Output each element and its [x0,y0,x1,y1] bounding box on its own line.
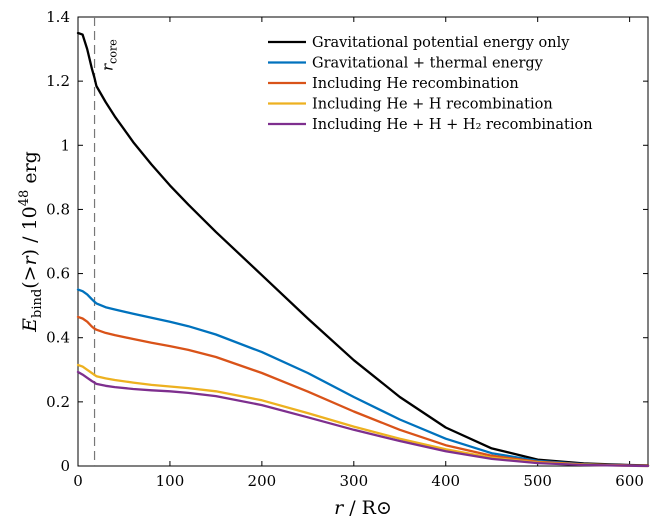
series-line-1 [76,31,650,467]
y-tick-label: 1 [60,136,70,154]
legend-label-1: Gravitational potential energy only [312,35,570,51]
x-tick-label: 0 [73,472,83,490]
plot-frame [77,16,649,467]
y-axis-label: Ebind(>r) / 1048 erg [17,151,45,333]
legend-label-3: Including He recombination [312,76,519,92]
x-tick-label: 300 [339,472,368,490]
legend-label-5: Including He + H + H₂ recombination [312,117,593,133]
series-line-2 [76,288,650,467]
x-tick-label: 400 [431,472,460,490]
series-line-5 [76,370,650,468]
y-tick-label: 1.2 [46,72,70,90]
y-tick-label: 0.4 [46,329,70,347]
legend-label-2: Gravitational + thermal energy [312,56,544,72]
series-line-3 [76,315,650,467]
y-tick-label: 0.8 [46,200,70,218]
y-tick-label: 0.2 [46,393,70,411]
y-tick-label: 0.6 [46,265,70,283]
x-tick-label: 100 [156,472,185,490]
y-tick-label: 0 [60,457,70,475]
legend-label-4: Including He + H recombination [312,97,553,113]
x-tick-label: 200 [248,472,277,490]
y-tick-label: 1.4 [46,8,70,26]
core-radius-label: rcore [99,39,120,71]
x-tick-label: 500 [523,472,552,490]
x-tick-label: 600 [615,472,644,490]
x-axis-label: r / R⊙ [334,497,392,519]
